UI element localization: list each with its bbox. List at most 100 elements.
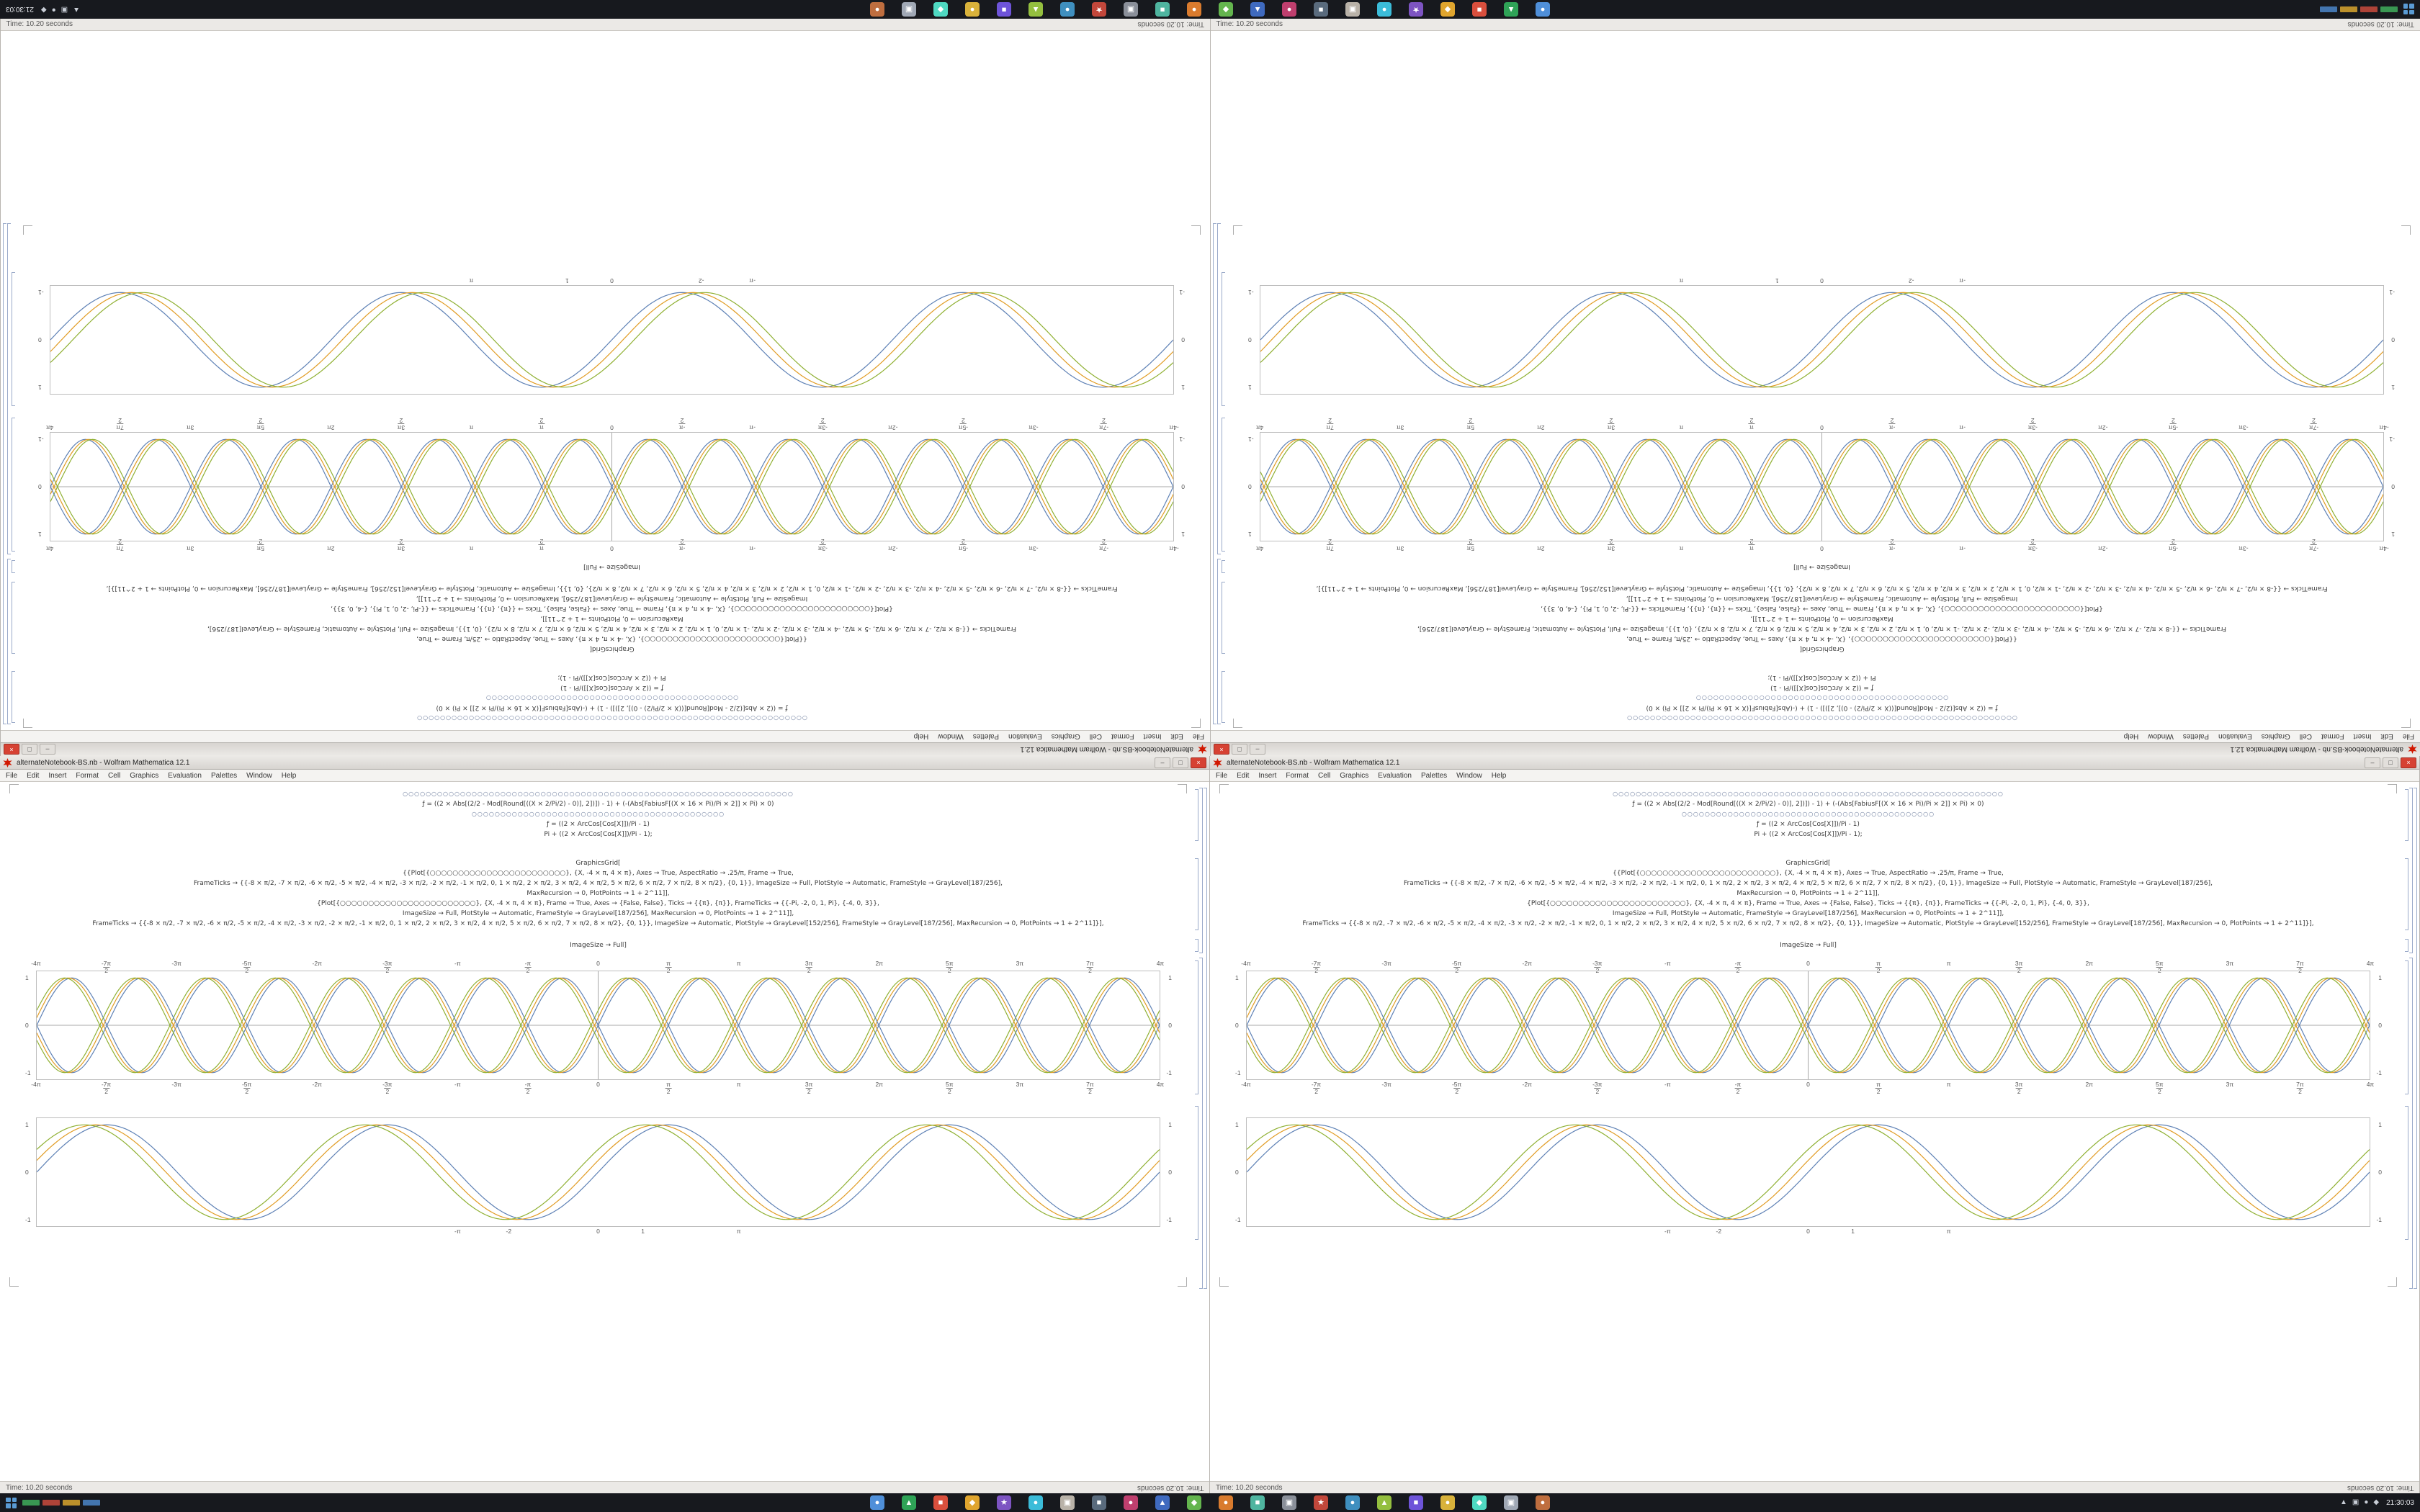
menu-item-evaluation[interactable]: Evaluation	[2218, 733, 2252, 741]
code-line[interactable]: {Plot[{○○○○○○○○○○○○○○○○○○○○○○○○}, {X, -4…	[1235, 603, 2408, 613]
menu-item-format[interactable]: Format	[1286, 772, 1309, 780]
menu-item-window[interactable]: Window	[2148, 733, 2174, 741]
tray-network-icon[interactable]: ●	[2364, 1499, 2368, 1506]
close-button[interactable]: ×	[4, 744, 19, 755]
cell-bracket-outer[interactable]	[1204, 788, 1207, 1289]
code-line[interactable]: FrameTicks → {{-8 × π/2, -7 × π/2, -6 × …	[1235, 583, 2408, 593]
window-titlebar[interactable]: alternateNotebook-BS.nb - Wolfram Mathem…	[1211, 742, 2420, 756]
input-cell-3[interactable]: ImageSize → Full]	[1222, 940, 2395, 950]
taskbar-clock[interactable]: 21:30:03	[6, 6, 34, 14]
menu-item-help[interactable]: Help	[914, 733, 929, 741]
menu-item-evaluation[interactable]: Evaluation	[1008, 733, 1042, 741]
cell-bracket-outer[interactable]	[3, 223, 6, 724]
code-line[interactable]: ○○○○○○○○○○○○○○○○○○○○○○○○○○○○○○○○○○○○○○○○…	[1235, 693, 2408, 703]
menu-item-window[interactable]: Window	[938, 733, 964, 741]
taskbar-app-icon[interactable]: ▲	[1504, 2, 1518, 17]
code-line[interactable]: GraphicsGrid[	[25, 644, 1198, 654]
menu-item-palettes[interactable]: Palettes	[211, 772, 237, 780]
code-line[interactable]: ImageSize → Full, PlotStyle → Automatic,…	[1235, 593, 2408, 603]
menu-item-graphics[interactable]: Graphics	[1340, 772, 1368, 780]
code-line[interactable]: ○○○○○○○○○○○○○○○○○○○○○○○○○○○○○○○○○○○○○○○○…	[1235, 713, 2408, 723]
code-line[interactable]: ƒ = ((2 × Abs[(2/2 - Mod[Round[((X × 2/P…	[1235, 703, 2408, 713]
code-line[interactable]: ImageSize → Full, PlotStyle → Automatic,…	[1222, 909, 2395, 919]
window-titlebar[interactable]: alternateNotebook-BS.nb - Wolfram Mathem…	[1210, 756, 2419, 770]
start-menu-icon[interactable]	[6, 1498, 17, 1508]
input-cell-1[interactable]: ○○○○○○○○○○○○○○○○○○○○○○○○○○○○○○○○○○○○○○○○…	[12, 789, 1185, 840]
menu-item-palettes[interactable]: Palettes	[2183, 733, 2209, 741]
taskbar-app-icon[interactable]: ▲	[1028, 2, 1043, 17]
menu-item-evaluation[interactable]: Evaluation	[168, 772, 202, 780]
code-line[interactable]: ƒ = ((2 × Abs[(2/2 - Mod[Round[((X × 2/P…	[1222, 799, 2395, 809]
menu-item-format[interactable]: Format	[76, 772, 99, 780]
maximize-button[interactable]: □	[2383, 757, 2398, 768]
menu-item-help[interactable]: Help	[1492, 772, 1507, 780]
minimize-button[interactable]: –	[1155, 757, 1170, 768]
minimize-button[interactable]: –	[2365, 757, 2380, 768]
code-line[interactable]: FrameTicks → {{-8 × π/2, -7 × π/2, -6 × …	[1222, 878, 2395, 888]
taskbar-app-icon[interactable]: ●	[1282, 2, 1296, 17]
menu-item-palettes[interactable]: Palettes	[1421, 772, 1447, 780]
code-line[interactable]: GraphicsGrid[	[1235, 644, 2408, 654]
menu-item-graphics[interactable]: Graphics	[2262, 733, 2290, 741]
code-line[interactable]: MaxRecursion → 0, PlotPoints → 1 + 2^11]…	[25, 613, 1198, 624]
cell-bracket[interactable]	[1222, 418, 1225, 552]
menu-item-cell[interactable]: Cell	[2300, 733, 2312, 741]
menu-item-format[interactable]: Format	[2321, 733, 2344, 741]
code-line[interactable]: ImageSize → Full]	[1235, 562, 2408, 572]
code-line[interactable]: FrameTicks → {{-8 × π/2, -7 × π/2, -6 × …	[1235, 624, 2408, 634]
taskbar-app-icon[interactable]: ▣	[902, 2, 916, 17]
menu-item-file[interactable]: File	[2403, 733, 2414, 741]
cell-bracket[interactable]	[1195, 858, 1198, 930]
code-line[interactable]: {{Plot[{○○○○○○○○○○○○○○○○○○○○○○○○}, {X, -…	[1222, 868, 2395, 878]
code-line[interactable]: GraphicsGrid[	[1222, 858, 2395, 868]
cell-bracket[interactable]	[2405, 1106, 2408, 1240]
cell-bracket[interactable]	[2405, 858, 2408, 930]
input-cell-1[interactable]: ○○○○○○○○○○○○○○○○○○○○○○○○○○○○○○○○○○○○○○○○…	[1222, 789, 2395, 840]
taskbar-app-icon[interactable]: ◆	[1472, 1495, 1487, 1510]
code-line[interactable]: ImageSize → Full]	[25, 562, 1198, 572]
menu-item-file[interactable]: File	[1216, 772, 1227, 780]
taskbar-app-icon[interactable]: ▣	[1124, 2, 1138, 17]
taskbar-app-icon[interactable]: ■	[1155, 2, 1170, 17]
code-line[interactable]: FrameTicks → {{-8 × π/2, -7 × π/2, -6 × …	[12, 878, 1185, 888]
menu-item-help[interactable]: Help	[282, 772, 297, 780]
tray-volume-icon[interactable]: ◆	[41, 6, 47, 13]
code-line[interactable]: FrameTicks → {{-8 × π/2, -7 × π/2, -6 × …	[12, 919, 1185, 929]
input-cell-2[interactable]: GraphicsGrid[{{Plot[{○○○○○○○○○○○○○○○○○○○…	[1235, 583, 2408, 654]
taskbar-app-icon[interactable]: ●	[1124, 1495, 1138, 1510]
menu-item-file[interactable]: File	[1193, 733, 1204, 741]
code-line[interactable]: Pi + ((2 × ArcCos[Cos[X]])/Pi - 1);	[12, 829, 1185, 840]
cell-bracket[interactable]	[2405, 960, 2408, 1094]
cell-bracket-outer[interactable]	[1213, 223, 1216, 724]
taskbar-app-icon[interactable]: ▲	[902, 1495, 916, 1510]
maximize-button[interactable]: □	[22, 744, 37, 755]
menu-item-edit[interactable]: Edit	[1237, 772, 1249, 780]
menu-item-insert[interactable]: Insert	[1258, 772, 1276, 780]
cell-bracket-group[interactable]	[1217, 223, 1221, 554]
system-ticker-widget[interactable]	[22, 1500, 100, 1506]
code-line[interactable]: ImageSize → Full]	[12, 940, 1185, 950]
code-line[interactable]: MaxRecursion → 0, PlotPoints → 1 + 2^11]…	[1235, 613, 2408, 624]
menu-item-cell[interactable]: Cell	[1318, 772, 1330, 780]
cell-bracket[interactable]	[1195, 960, 1198, 1094]
taskbar-clock[interactable]: 21:30:03	[2386, 1499, 2414, 1507]
taskbar-app-icon[interactable]: ●	[1536, 2, 1550, 17]
taskbar-app-icon[interactable]: ●	[1187, 2, 1201, 17]
tray-caret-up-icon[interactable]: ▲	[73, 6, 80, 13]
menu-item-format[interactable]: Format	[1111, 733, 1134, 741]
cell-bracket[interactable]	[12, 272, 15, 406]
input-cell-3[interactable]: ImageSize → Full]	[1235, 562, 2408, 572]
input-cell-2[interactable]: GraphicsGrid[{{Plot[{○○○○○○○○○○○○○○○○○○○…	[25, 583, 1198, 654]
menu-item-graphics[interactable]: Graphics	[1052, 733, 1080, 741]
taskbar-app-icon[interactable]: ▣	[1060, 1495, 1075, 1510]
code-line[interactable]: GraphicsGrid[	[12, 858, 1185, 868]
cell-bracket-group[interactable]	[1199, 788, 1203, 953]
input-cell-1[interactable]: ○○○○○○○○○○○○○○○○○○○○○○○○○○○○○○○○○○○○○○○○…	[25, 672, 1198, 723]
menu-item-evaluation[interactable]: Evaluation	[1378, 772, 1412, 780]
taskbar-app-icon[interactable]: ●	[1440, 1495, 1455, 1510]
code-line[interactable]: ImageSize → Full]	[1222, 940, 2395, 950]
cell-bracket-group[interactable]	[7, 223, 11, 554]
tray-caret-up-icon[interactable]: ▲	[2340, 1499, 2347, 1506]
menu-item-cell[interactable]: Cell	[1090, 733, 1102, 741]
taskbar-app-icon[interactable]: ●	[1219, 1495, 1233, 1510]
